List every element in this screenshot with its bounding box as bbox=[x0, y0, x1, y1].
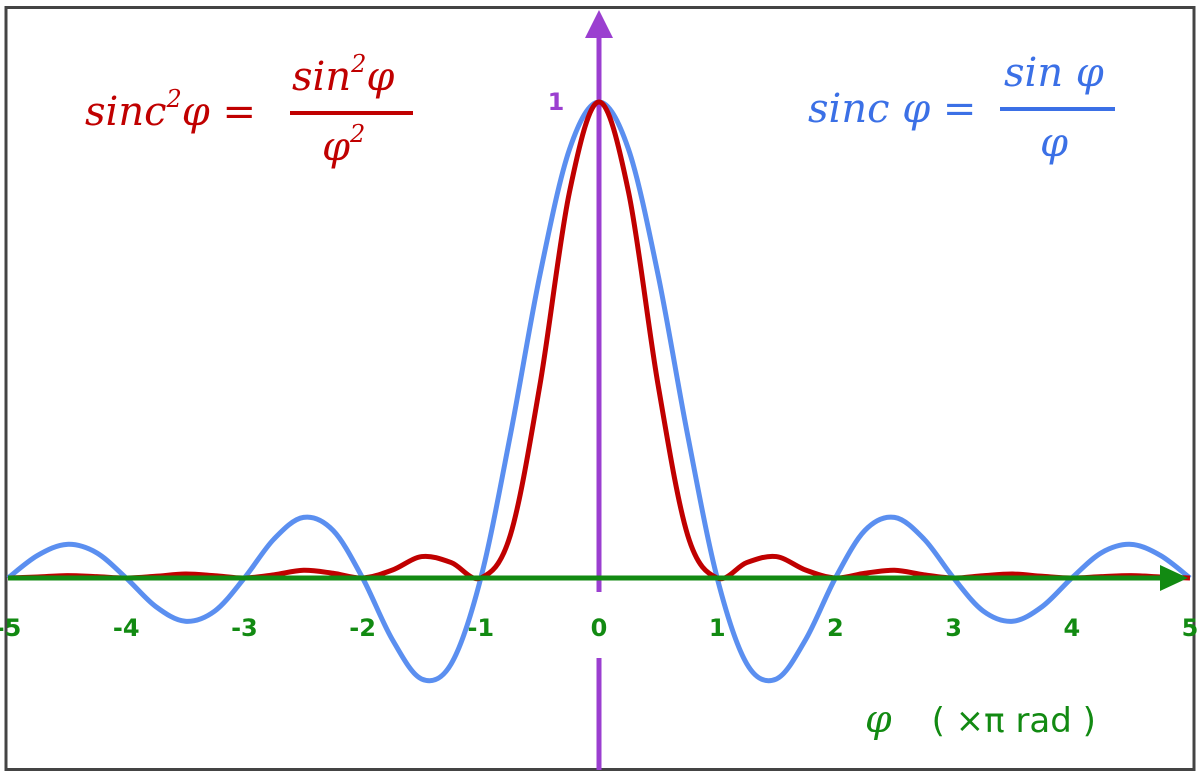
svg-text:φ( ×π rad ): φ ( ×π rad ) bbox=[865, 697, 1096, 741]
x-tick-label: -2 bbox=[349, 614, 376, 642]
svg-text:sinc2φ =: sinc2φ = bbox=[85, 85, 256, 135]
x-axis-unit: ( ×π rad ) bbox=[932, 701, 1096, 741]
x-tick-label: 4 bbox=[1063, 614, 1080, 642]
x-tick-label: -1 bbox=[467, 614, 494, 642]
svg-text:φ2: φ2 bbox=[322, 120, 365, 170]
x-tick-label: 5 bbox=[1182, 614, 1199, 642]
sinc-den: φ bbox=[1040, 120, 1068, 166]
x-tick-label: 3 bbox=[945, 614, 962, 642]
sinc-fraction-bar bbox=[1000, 107, 1115, 111]
y-tick-label-1: 1 bbox=[548, 88, 565, 116]
sinc2-lhs-b: φ = bbox=[182, 89, 256, 135]
x-tick-label: -5 bbox=[0, 614, 21, 642]
sinc2-fraction-bar bbox=[290, 111, 413, 115]
sinc2-num-a: sin bbox=[292, 54, 351, 100]
sinc2-num-sup: 2 bbox=[350, 50, 366, 78]
sinc2-den-a: φ bbox=[322, 124, 350, 170]
y-axis-arrowhead bbox=[585, 10, 613, 38]
x-axis-arrowhead bbox=[1160, 565, 1188, 591]
sinc-lhs: sinc φ = bbox=[808, 86, 976, 132]
x-tick-label: -3 bbox=[231, 614, 258, 642]
x-axis bbox=[8, 565, 1188, 591]
x-tick-label: -4 bbox=[113, 614, 140, 642]
sinc2-num-b: φ bbox=[366, 54, 394, 100]
sinc2-den-sup: 2 bbox=[349, 120, 365, 148]
sinc2-lhs-sup: 2 bbox=[165, 85, 181, 113]
sinc-formula: sinc φ = sin φ φ bbox=[808, 50, 1115, 166]
x-tick-label: 0 bbox=[591, 614, 608, 642]
x-tick-label: 1 bbox=[709, 614, 726, 642]
sinc2-formula: sinc2φ = sin2φ φ2 bbox=[85, 50, 413, 170]
sinc2-lhs-a: sinc bbox=[85, 89, 166, 135]
x-tick-label: 2 bbox=[827, 614, 844, 642]
sinc-num: sin φ bbox=[1004, 50, 1104, 96]
x-axis-symbol: φ bbox=[865, 697, 892, 741]
svg-text:sin2φ: sin2φ bbox=[292, 50, 394, 100]
y-axis: 1 bbox=[548, 10, 613, 770]
